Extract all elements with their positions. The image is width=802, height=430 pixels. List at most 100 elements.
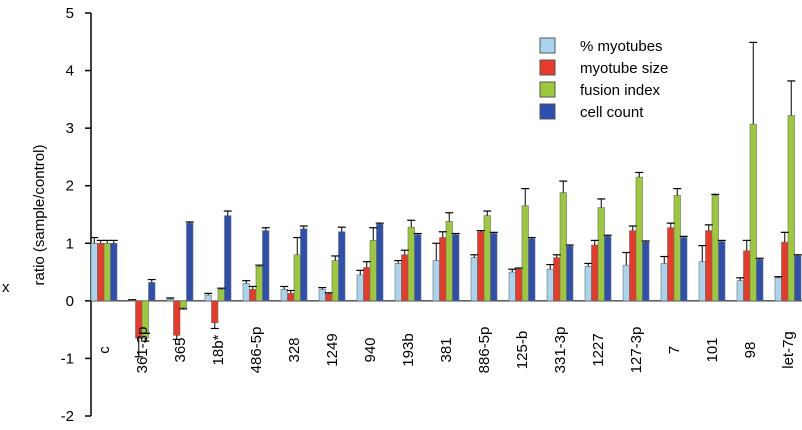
bar-fusion-index-4 [255,266,263,302]
bar-fusion-index-7 [369,240,377,302]
bar-cell-count-15 [680,237,688,302]
bar-myotube-size-11 [515,268,523,302]
error-bar [204,292,213,296]
bar-fusion-index-15 [673,195,681,302]
error-bar [635,171,644,178]
category-label: c [96,346,113,354]
error-bar [749,41,758,125]
bar-myotube-size-18 [781,241,789,302]
bar-cell-count-4 [262,230,270,302]
bar-cell-count-16 [718,241,726,302]
error-bar [603,234,612,237]
y-axis-label: ratio (sample/control) [31,145,48,286]
bar-fusion-index-2 [179,300,187,309]
error-bar [210,322,219,330]
bar-cell-count-3 [224,215,232,302]
bar--myotubes-2 [166,298,174,302]
bar-cell-count-6 [338,231,346,302]
y-tick-label: 3 [66,120,74,137]
error-bar [394,259,403,264]
bar-myotube-size-5 [287,293,295,302]
error-bars-layer [90,41,802,358]
bar-myotube-size-0 [97,242,105,302]
y-tick-label: -1 [61,350,74,367]
error-bar [166,297,175,300]
error-bar [483,210,492,216]
error-bar [299,225,308,229]
bar-fusion-index-12 [559,192,567,302]
legend-label: % myotubes [580,38,663,55]
error-bar [407,219,416,228]
error-bar [742,239,751,251]
bar-cell-count-10 [490,233,498,302]
bar-cell-count-9 [452,234,460,302]
bar-fusion-index-16 [711,195,719,302]
legend-entry: cell count [539,103,644,121]
category-label: 486-5p [248,327,265,374]
error-bar [660,255,669,264]
error-bar [717,239,726,242]
y-tick-label: 1 [66,235,74,252]
error-bar [755,257,764,260]
category-label: 193b [400,333,417,366]
error-bar [242,280,251,284]
error-bar [559,180,568,193]
error-bar [255,264,264,267]
error-bar [584,262,593,267]
category-label: 365 [172,337,189,362]
category-label: 886-5p [476,327,493,374]
error-bar [286,289,295,294]
bar-fusion-index-6 [331,260,339,302]
bar-cell-count-17 [756,259,764,302]
bar-myotube-size-10 [477,231,485,302]
error-bar [223,210,232,216]
bar-myotube-size-4 [249,289,257,302]
bar--myotubes-8 [394,263,402,302]
legend-label: myotube size [580,60,668,77]
bar-fusion-index-9 [445,221,453,302]
category-label: 127-3p [628,327,645,374]
error-bar [369,227,378,241]
bar-fusion-index-14 [635,176,643,302]
category-label: 125-b [514,331,531,369]
bar--myotubes-16 [698,261,706,302]
y-tick-label: 2 [66,178,74,195]
error-bar [622,251,631,266]
error-bar [172,335,181,341]
error-bar [337,226,346,232]
category-label: 18b* [210,334,227,365]
legend-label: cell count [580,104,644,121]
error-bar [508,268,517,273]
error-bar [780,231,789,243]
bar-fusion-index-5 [293,254,301,302]
error-bar [445,212,454,222]
error-bar [280,285,289,290]
error-bar [109,239,118,244]
bar-myotube-size-2 [173,300,181,336]
bar-fusion-index-17 [749,123,757,302]
error-bar [711,193,720,196]
bar-myotube-size-6 [325,293,333,302]
bar--myotubes-17 [736,280,744,302]
category-labels-layer: c 361-3p 365 18b* 486-5p 328 1249 940 193b 381 886… [96,327,797,374]
bar-fusion-index-10 [483,215,491,302]
error-bar [217,287,226,290]
y-tick-label: 4 [66,63,74,80]
error-bar [438,231,447,238]
legend-swatch [539,37,556,54]
error-bar [179,307,188,310]
error-bar [362,261,371,268]
bar--myotubes-11 [508,271,516,302]
category-label: 361-3p [134,327,151,374]
error-bar [521,187,530,206]
margin-label: x [2,279,10,296]
error-bar [331,255,340,261]
bar-cell-count-11 [528,238,536,302]
error-bar [489,231,498,234]
y-tick-label: 0 [66,293,74,310]
legend-swatch [539,103,556,120]
bar--myotubes-4 [242,283,250,302]
error-bar [248,285,257,290]
category-label: 1249 [324,333,341,366]
